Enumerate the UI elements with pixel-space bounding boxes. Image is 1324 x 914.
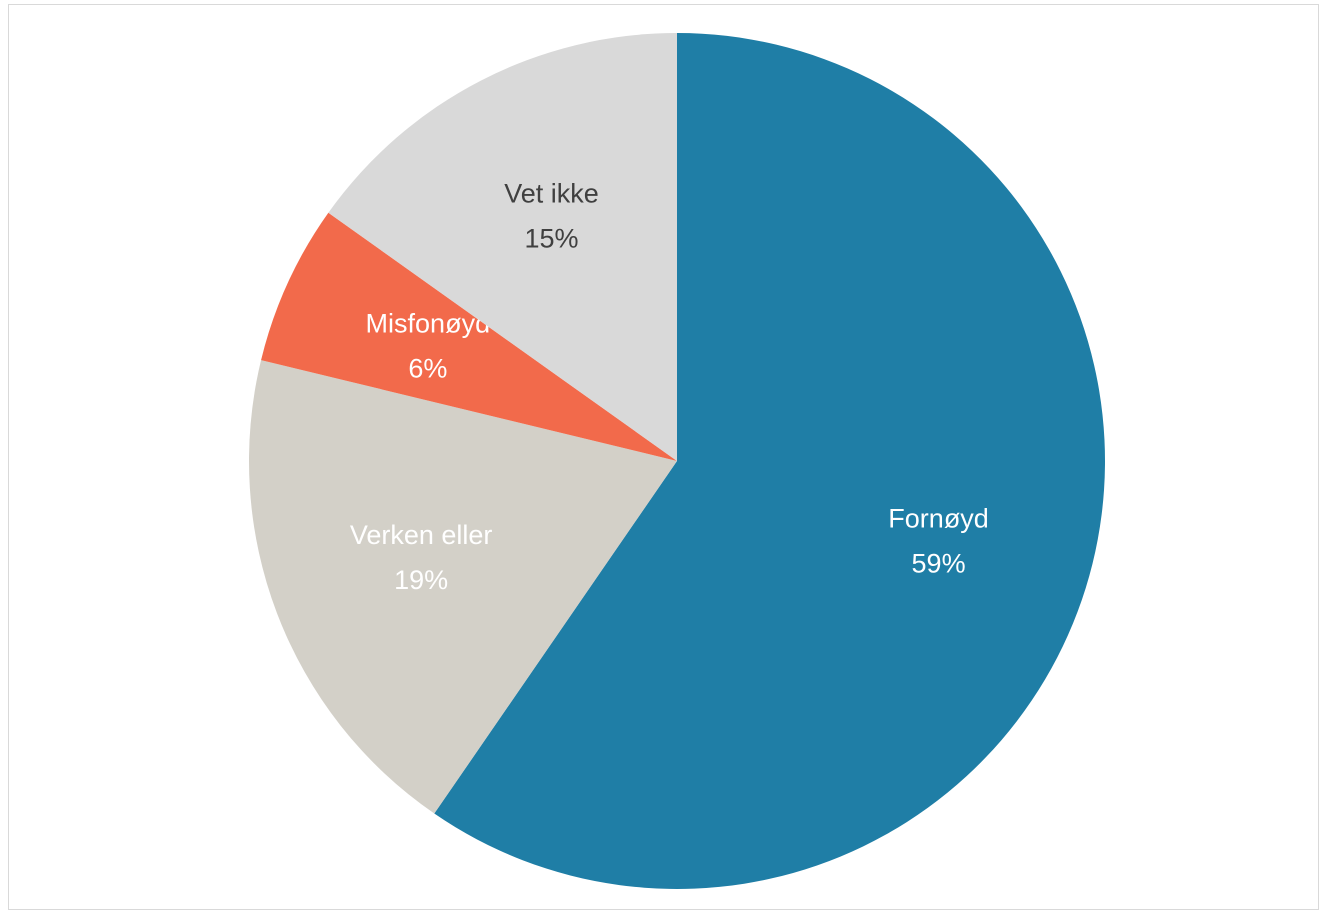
pie-slice	[249, 360, 678, 814]
slice-label: Fornøyd	[888, 503, 989, 533]
slice-label: Vet ikke	[504, 179, 599, 209]
slice-label: Misfonøyd	[366, 308, 491, 338]
slice-label: Verken eller	[350, 520, 493, 550]
pie-slice	[261, 212, 677, 461]
slice-value-label: 19%	[394, 565, 448, 595]
pie-slice	[434, 33, 1106, 890]
slice-value-label: 15%	[524, 224, 578, 254]
slice-value-label: 59%	[912, 548, 966, 578]
slice-value-label: 6%	[408, 353, 447, 383]
pie-slice	[328, 33, 677, 461]
